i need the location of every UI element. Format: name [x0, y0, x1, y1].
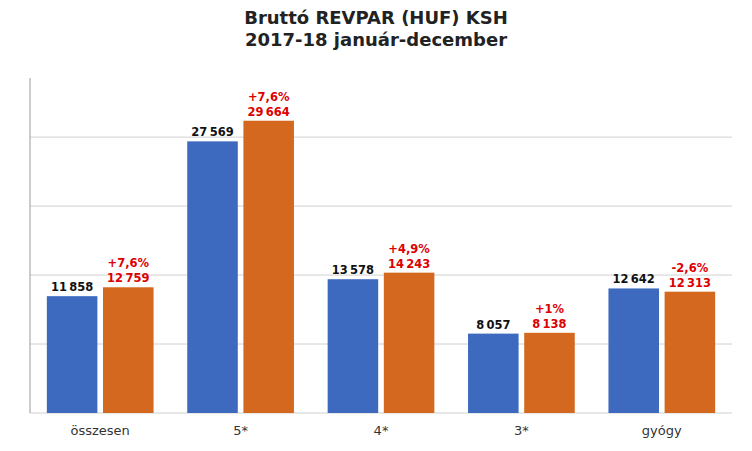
- bar: [47, 296, 98, 413]
- bar: [468, 334, 519, 413]
- x-tick-label: 5*: [233, 423, 248, 438]
- x-tick-label: összesen: [71, 423, 130, 438]
- data-label: 27 569: [191, 125, 233, 139]
- data-label: 8 138: [532, 317, 566, 331]
- data-labels: 11 85827 56913 5788 05712 64212 759+7,6%…: [51, 90, 711, 332]
- data-label: 12 313: [669, 276, 711, 290]
- bars: [47, 121, 715, 413]
- grid-line: [30, 137, 732, 138]
- annotation: +7,6%: [108, 256, 150, 270]
- title-line: Bruttó REVPAR (HUF) KSH: [244, 7, 508, 28]
- data-label: 14 243: [388, 257, 430, 271]
- data-label: 12 642: [613, 272, 655, 286]
- data-label: 12 759: [107, 271, 149, 285]
- grid: [30, 137, 732, 413]
- bar: [187, 141, 238, 413]
- annotation: +4,9%: [388, 242, 430, 256]
- annotation: +7,6%: [248, 90, 290, 104]
- background: [0, 0, 752, 451]
- annotation: +1%: [535, 302, 565, 316]
- y-axis-line: [30, 78, 31, 413]
- data-label: 29 664: [248, 105, 290, 119]
- bar: [665, 292, 716, 413]
- bar: [384, 273, 435, 413]
- x-tick-label: 4*: [374, 423, 389, 438]
- x-axis: összesen 5* 4* 3* gyógy: [71, 423, 682, 438]
- title-line: 2017-18 január-december: [245, 29, 507, 50]
- title: Bruttó REVPAR (HUF) KSH2017-18 január-de…: [244, 7, 508, 50]
- bar: [328, 279, 379, 413]
- grid-line: [30, 206, 732, 207]
- data-label: 11 858: [51, 280, 93, 294]
- chart: Bruttó REVPAR (HUF) KSH2017-18 január-de…: [0, 0, 752, 451]
- x-tick-label: 3*: [514, 423, 529, 438]
- bar: [103, 287, 154, 413]
- bar: [243, 121, 294, 413]
- annotation: -2,6%: [672, 261, 709, 275]
- data-label: 13 578: [332, 263, 374, 277]
- data-label: 8 057: [476, 318, 510, 332]
- bar: [608, 288, 659, 413]
- x-tick-label: gyógy: [642, 423, 682, 438]
- bar: [524, 333, 575, 413]
